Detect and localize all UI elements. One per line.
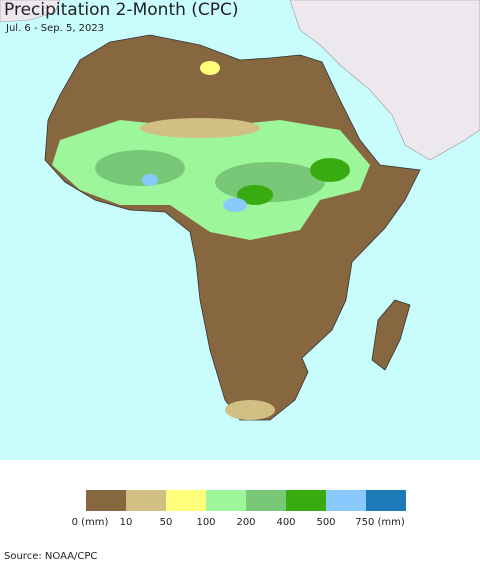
legend-swatch	[286, 490, 326, 511]
legend-label: 500	[316, 517, 335, 528]
legend-label: 200	[236, 517, 255, 528]
madagascar	[371, 299, 411, 371]
legend-swatch	[126, 490, 166, 511]
legend-swatch	[166, 490, 206, 511]
wet-area	[223, 198, 247, 212]
dry-band	[225, 400, 275, 420]
dry-band	[200, 61, 220, 75]
subtitle: Jul. 6 - Sep. 5, 2023	[5, 23, 104, 34]
wet-area	[95, 150, 185, 186]
legend-label: 50	[160, 517, 173, 528]
legend-label: 750 (mm)	[355, 517, 405, 528]
legend-swatch	[246, 490, 286, 511]
legend-swatch	[366, 490, 406, 511]
legend-label: 10	[120, 517, 133, 528]
legend-swatch	[326, 490, 366, 511]
title: Precipitation 2-Month (CPC)	[4, 0, 239, 20]
wet-area	[237, 185, 273, 205]
legend-label: 400	[276, 517, 295, 528]
source: Source: NOAA/CPC	[4, 551, 97, 562]
arabia-europe	[289, 0, 480, 161]
legend-label: 0 (mm)	[72, 517, 109, 528]
wet-area	[142, 174, 158, 186]
wet-area	[310, 158, 350, 182]
legend-swatch	[86, 490, 126, 511]
sahel-band	[52, 120, 370, 240]
legend-label: 100	[196, 517, 215, 528]
europe	[0, 0, 61, 23]
dry-band	[140, 118, 260, 138]
legend: 0 (mm) 10 50 100 200 400 500 750 (mm)	[72, 490, 406, 528]
legend-swatch	[206, 490, 246, 511]
